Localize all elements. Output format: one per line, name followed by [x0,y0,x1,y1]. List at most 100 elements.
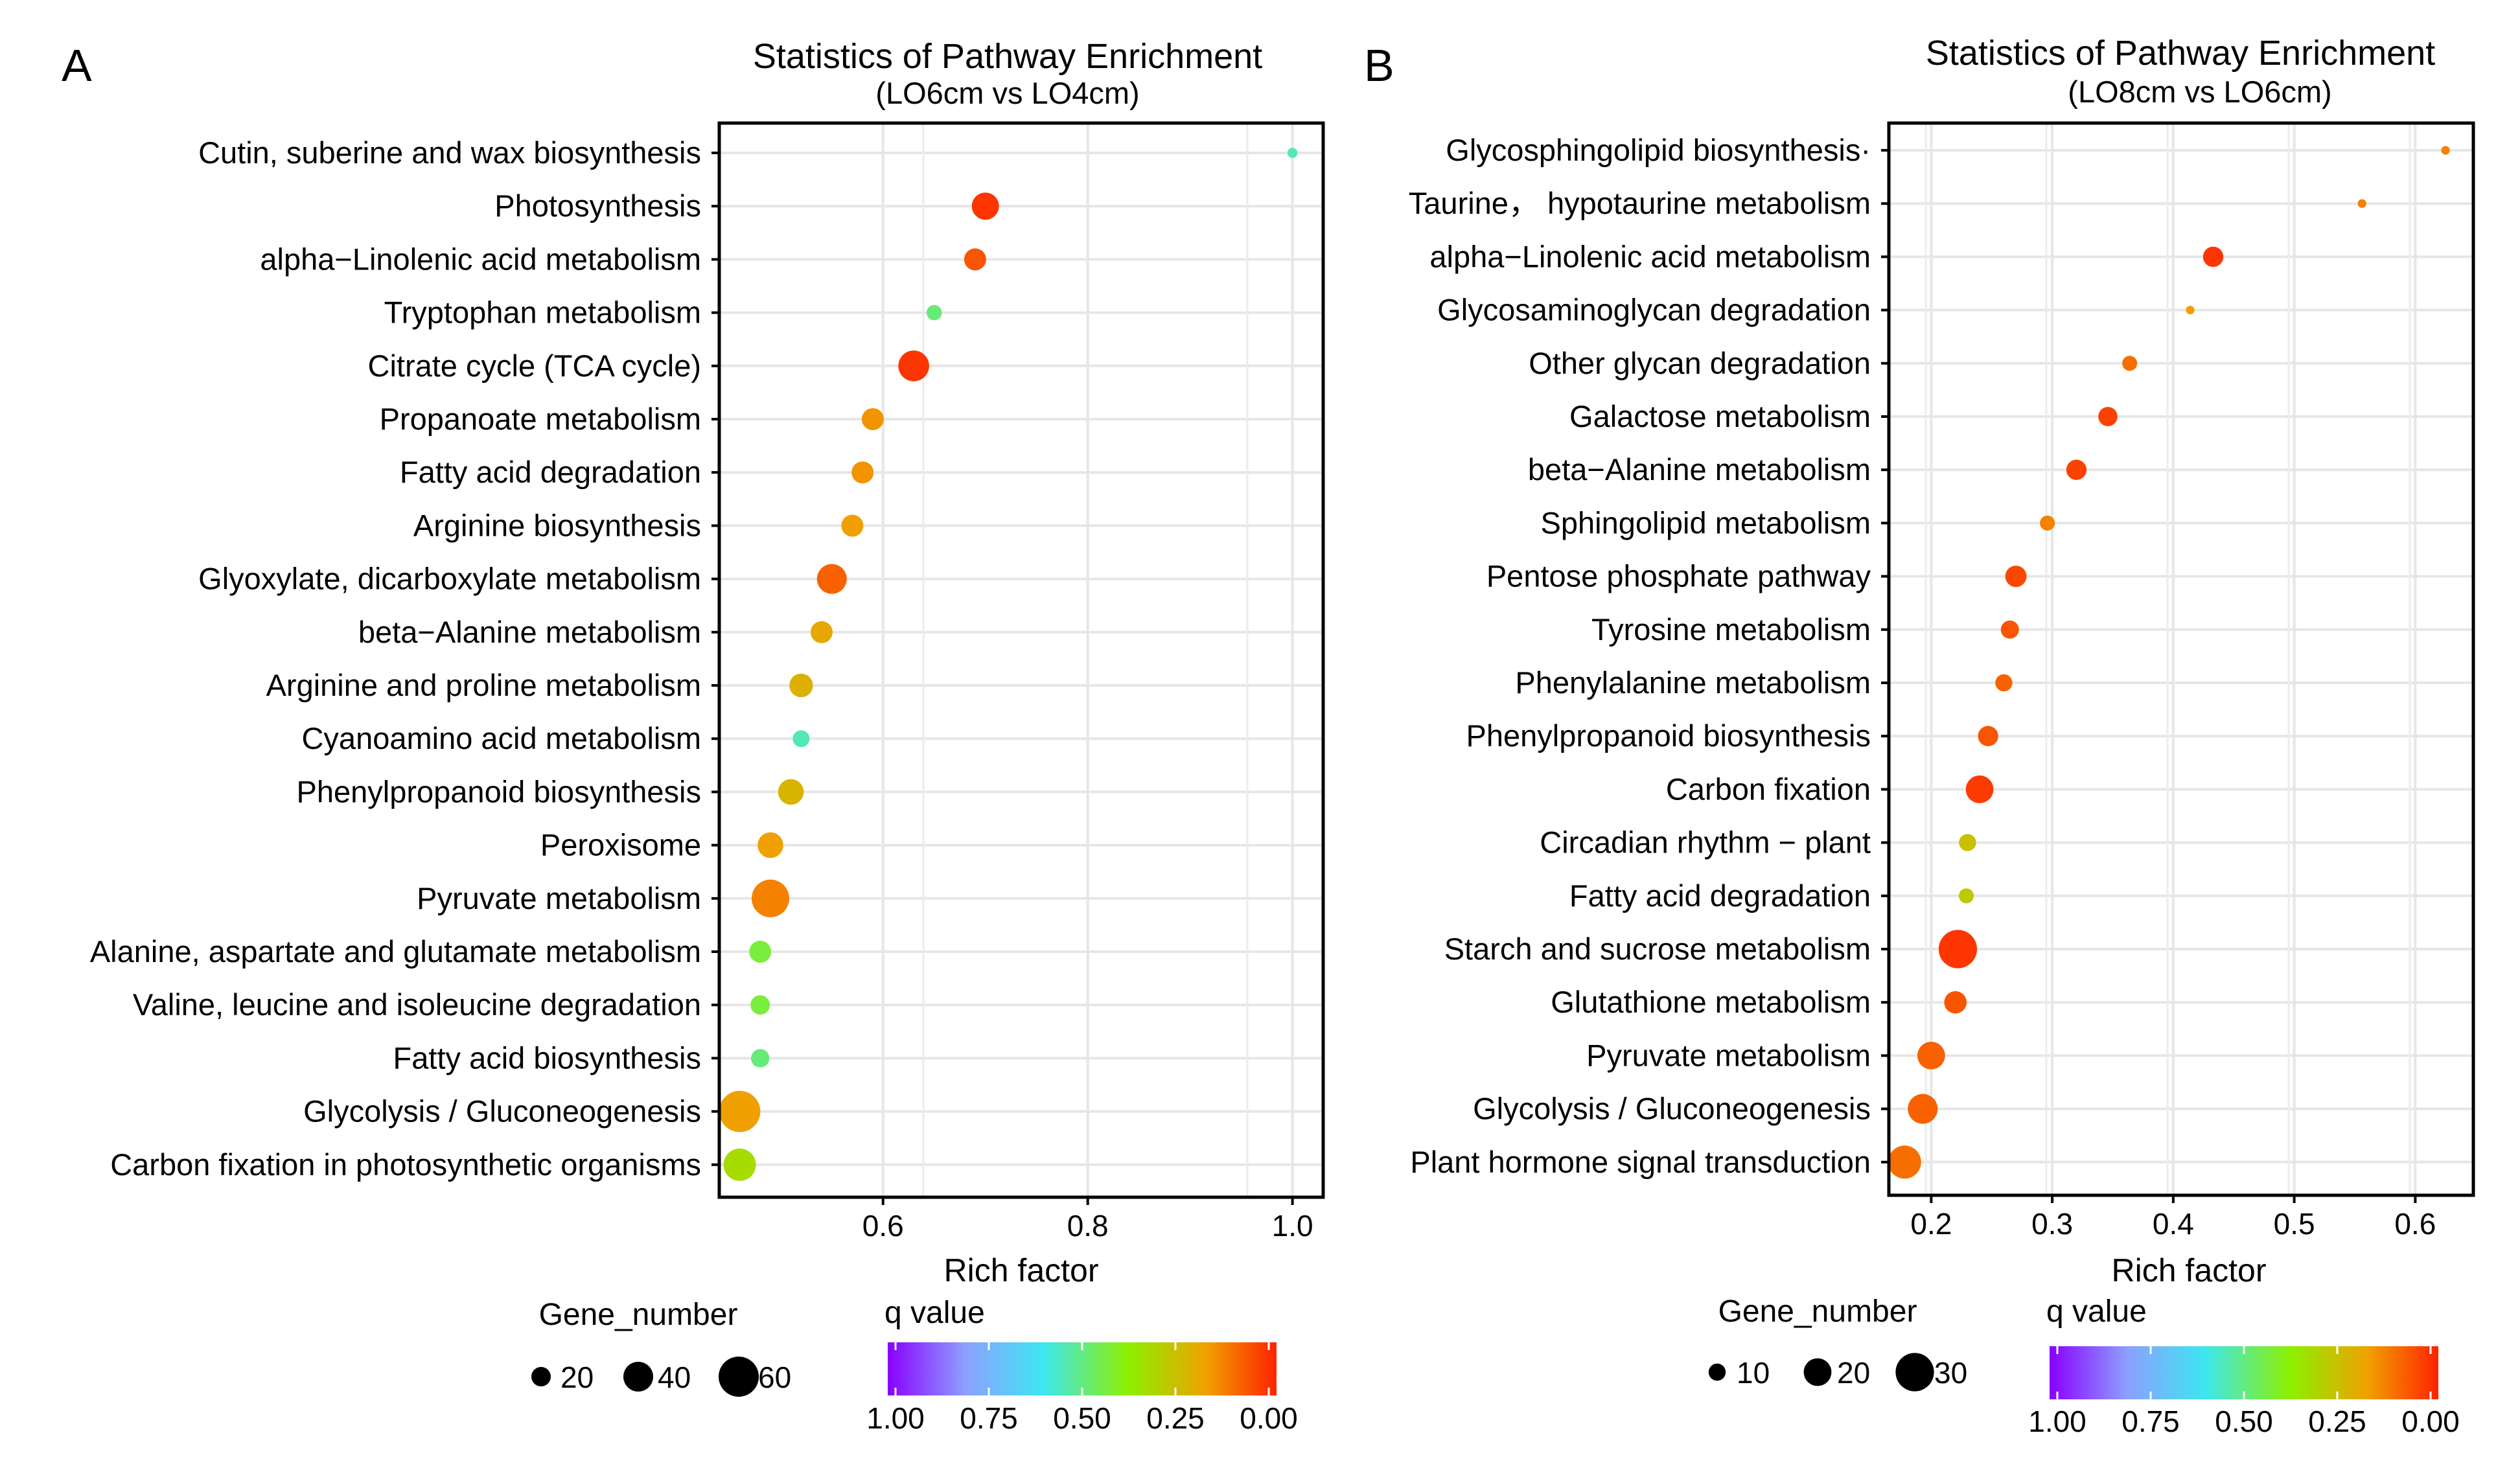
color-legend-title: q value [884,1296,985,1330]
y-tick-label: Glutathione metabolism [1551,985,1871,1019]
data-point [749,941,772,963]
size-legend-dot [1708,1363,1726,1381]
data-point [841,514,864,537]
y-tick-label: Galactose metabolism [1569,399,1871,433]
data-point [810,621,833,643]
data-point [1917,1042,1945,1070]
color-bar-label: 0.75 [2121,1405,2180,1438]
plot-background [719,123,1323,1197]
grid [719,123,1323,1197]
plot-frame [717,121,1325,1199]
data-point [2186,305,2195,315]
y-tick-label: Phenylpropanoid biosynthesis [297,774,701,809]
y-tick-label: Sphingolipid metabolism [1541,505,1871,540]
size-legend-title: Gene_number [539,1298,738,1332]
data-point [1888,1145,1921,1179]
y-tick-label: Fatty acid degradation [400,455,701,489]
y-tick-label: Fatty acid biosynthesis [393,1040,701,1075]
size-legend-label: 60 [758,1360,791,1394]
y-tick-label: Plant hormone signal transduction [1410,1145,1871,1179]
x-tick-label: 0.4 [2153,1207,2194,1241]
y-tick-label: beta−Alanine metabolism [358,615,701,649]
data-point [750,1049,770,1068]
size-legend-label: 40 [658,1360,691,1394]
y-tick-label: Glycolysis / Gluconeogenesis [1473,1092,1871,1126]
y-tick-label: Carbon fixation in photosynthetic organi… [110,1147,701,1182]
chart-title: Statistics of Pathway Enrichment [753,37,1262,76]
color-bar-label: 0.00 [1240,1401,1298,1435]
y-tick-label: Glycosaminoglycan degradation [1437,293,1871,327]
x-axis-title: Rich factor [944,1252,1099,1289]
panel-label: B [1364,40,1394,91]
data-point [2005,566,2027,588]
color-bar-ticks: 1.00 0.75 0.50 0.25 0.00 [2028,1346,2460,1438]
x-tick-label: 0.6 [2394,1207,2436,1241]
size-legend-dot [623,1362,653,1392]
y-tick-label: Pentose phosphate pathway [1486,559,1871,593]
x-axis-labels: 0.6 0.8 1.0 [862,1209,1313,1243]
data-point [2357,199,2366,208]
data-point [1965,775,1994,803]
size-legend-dot [1803,1358,1832,1386]
size-legend-label: 20 [1837,1356,1870,1390]
data-point [723,1148,756,1181]
y-tick-label: Glycolysis / Gluconeogenesis [303,1094,701,1129]
y-tick-label: Cyanoamino acid metabolism [301,721,701,755]
x-tick-label: 0.2 [1910,1207,1952,1241]
data-point [2441,146,2450,155]
data-point [2098,407,2118,426]
size-legend-dot [1895,1353,1934,1392]
y-axis-labels: Cutin, suberine and wax biosynthesis Phot… [90,135,701,1182]
y-tick-label: Starch and sucrose metabolism [1444,932,1871,966]
color-bar-label: 1.00 [866,1401,925,1435]
data-point [1959,834,1976,851]
x-tick-label: 0.5 [2274,1207,2315,1241]
plot-frame [1887,121,2475,1197]
y-tick-label: Other glycan degradation [1529,346,1871,380]
x-tick-label: 0.6 [862,1209,904,1243]
y-tick-label: Propanoate metabolism [380,402,701,436]
color-bar [2050,1346,2438,1399]
x-axis-labels: 0.2 0.3 0.4 0.5 0.6 [1910,1207,2436,1241]
size-legend-label: 10 [1737,1356,1770,1390]
y-tick-label: Glyoxylate, dicarboxylate metabolism [198,562,701,596]
color-bar-label: 0.25 [2308,1405,2366,1438]
size-legend-label: 30 [1934,1356,1967,1390]
data-point [719,1090,761,1132]
data-points [1888,146,2450,1179]
y-tick-label: Fatty acid degradation [1569,878,1871,913]
chart-title: Statistics of Pathway Enrichment [1926,34,2435,73]
y-tick-label: Arginine biosynthesis [413,508,701,542]
y-axis-labels: Glycosphingolipid biosynthesis· Taurine， … [1409,133,1871,1179]
y-tick-label: Cutin, suberine and wax biosynthesis [198,135,701,170]
y-tick-label: Peroxisome [540,828,701,862]
color-bar-label: 1.00 [2028,1405,2087,1438]
y-tick-label: alpha−Linolenic acid metabolism [260,242,701,276]
color-bar [888,1342,1277,1395]
y-tick-label: Photosynthesis [494,189,701,223]
panel-a: A Statistics of Pathway Enrichment (LO6c… [62,37,1325,1435]
data-point [926,304,942,321]
data-point [751,879,789,917]
y-tick-label: Valine, leucine and isoleucine degradati… [133,987,701,1022]
y-tick-label: Phenylalanine metabolism [1515,665,1871,700]
size-legend: 10 20 30 [1708,1353,1967,1392]
x-tick-label: 1.0 [1272,1209,1313,1243]
color-bar-label: 0.00 [2401,1405,2460,1438]
data-point [1944,991,1967,1014]
plot-background [1889,123,2473,1195]
y-tick-label: Citrate cycle (TCA cycle) [368,349,701,383]
x-tick-label: 0.3 [2031,1207,2073,1241]
data-point [2202,246,2224,268]
y-tick-label: Arginine and proline metabolism [266,668,701,702]
data-point [1287,148,1298,158]
data-point [2000,620,2019,639]
size-legend-label: 20 [561,1360,594,1394]
data-point [757,832,783,858]
color-bar-label: 0.50 [2215,1405,2273,1438]
y-tick-label: Pyruvate metabolism [417,881,701,915]
y-tick-label: Phenylpropanoid biosynthesis [1466,718,1871,753]
size-legend-dot [719,1357,759,1397]
data-point [1938,930,1978,969]
